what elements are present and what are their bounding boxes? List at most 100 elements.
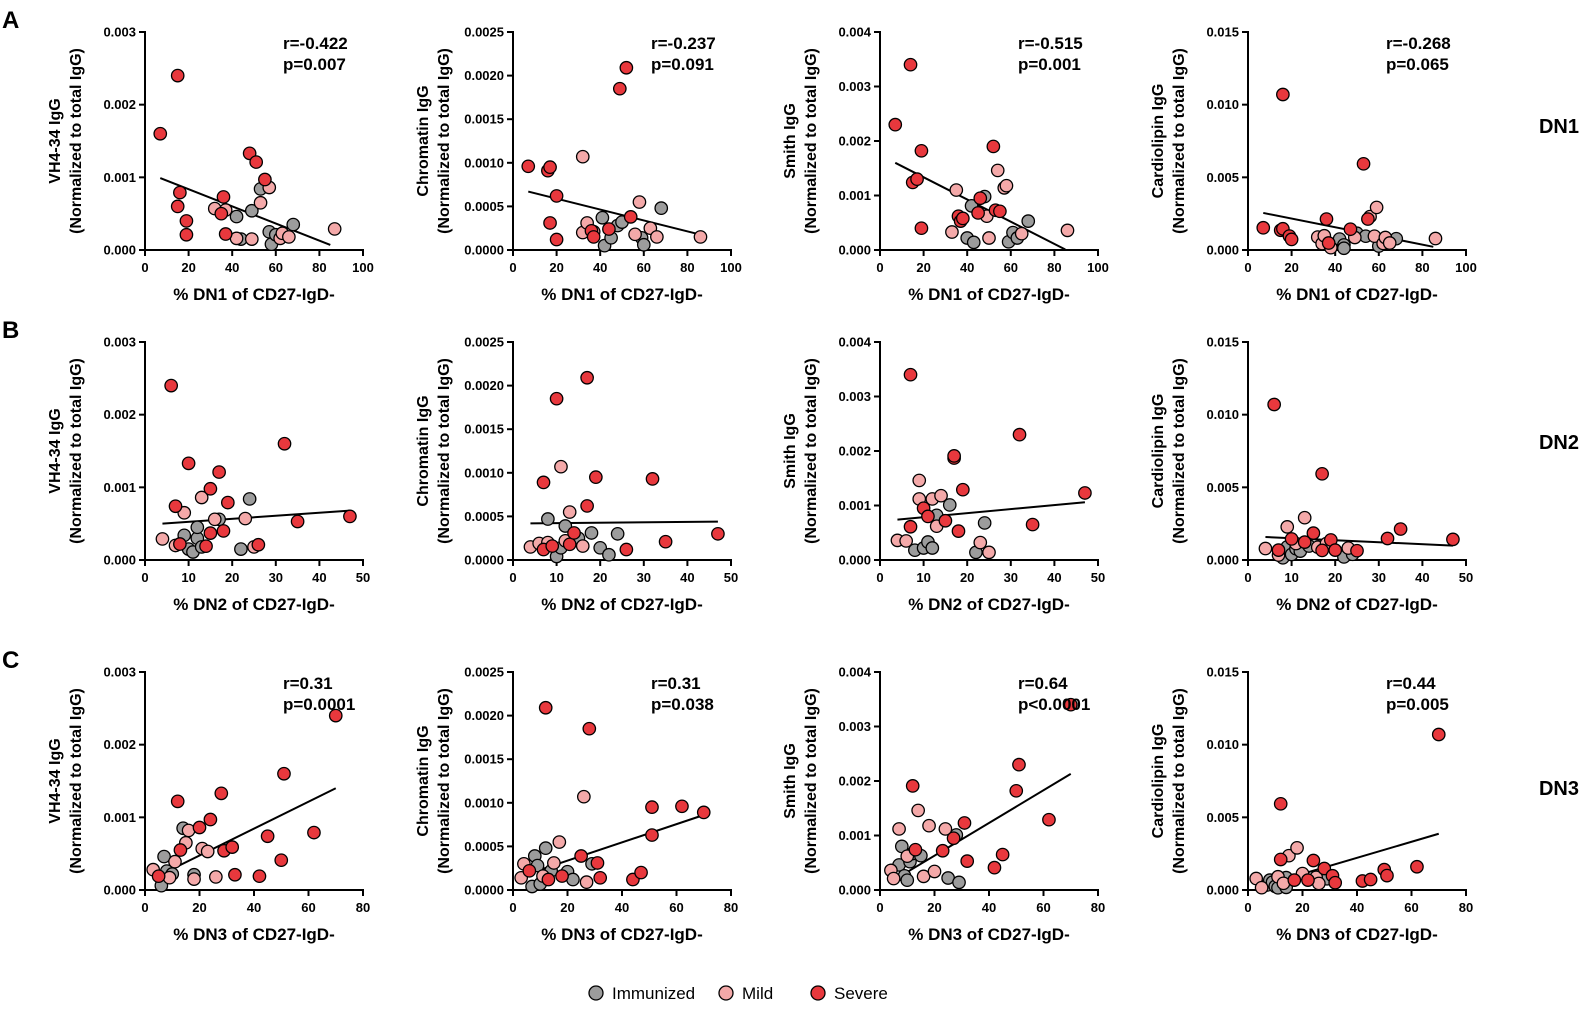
- data-point-mild: [200, 844, 215, 859]
- stat-r: r=-0.237: [651, 34, 716, 53]
- y-tick-label: 0.000: [103, 553, 136, 568]
- row-label-dn2: DN2: [1539, 432, 1579, 454]
- data-point-severe: [328, 708, 343, 723]
- data-point-severe: [168, 499, 183, 514]
- data-point-mild: [575, 149, 590, 164]
- x-tick-label: 40: [1415, 570, 1429, 585]
- y-tick-label: 0.000: [838, 883, 871, 898]
- data-point-mild: [194, 490, 209, 505]
- y-axis-label: Cardiolipin IgG: [1150, 84, 1167, 199]
- data-point-severe: [173, 843, 188, 857]
- y-axis-label: VH4-34 IgG: [47, 408, 64, 493]
- data-point-severe: [908, 842, 923, 857]
- y-tick-label: 0.003: [838, 79, 871, 94]
- x-tick-label: 40: [615, 900, 629, 915]
- y-tick-label: 0.0020: [464, 378, 504, 393]
- data-point-severe: [1380, 531, 1395, 546]
- y-tick-label: 0.0025: [464, 335, 504, 350]
- data-point-mild: [912, 473, 927, 488]
- y-tick-label: 0.010: [1206, 407, 1239, 422]
- panel-0-1: 0.0000 0.0005 0.0010 0.0015 0.0020 0.0025 0 20 4…: [415, 25, 742, 305]
- x-tick-label: 50: [1459, 570, 1473, 585]
- data-point-immunized: [602, 547, 616, 562]
- data-point-severe: [214, 206, 229, 221]
- y-axis-label-sub: (Normalized to total IgG): [436, 358, 453, 544]
- data-point-immunized: [977, 516, 992, 530]
- data-point-severe: [1284, 232, 1299, 247]
- data-point-severe: [181, 456, 196, 471]
- data-point-severe: [1343, 222, 1358, 237]
- data-point-severe: [580, 370, 594, 385]
- x-tick-label: 0: [1244, 900, 1251, 915]
- x-tick-label: 60: [269, 260, 283, 275]
- x-axis-label: % DN3 of CD27-IgD-: [541, 925, 703, 944]
- y-tick-label: 0.002: [838, 774, 871, 789]
- x-tick-label: 60: [669, 900, 683, 915]
- data-point-severe: [1363, 872, 1378, 887]
- data-point-severe: [192, 820, 207, 835]
- stat-r: r=0.31: [283, 674, 333, 693]
- data-point-immunized: [190, 520, 205, 535]
- data-point-mild: [927, 864, 942, 879]
- data-point-severe: [1328, 543, 1343, 557]
- data-point-severe: [619, 60, 634, 75]
- y-axis-label: VH4-34 IgG: [47, 738, 64, 823]
- x-tick-label: 20: [960, 570, 974, 585]
- data-point-severe: [971, 206, 985, 220]
- data-point-severe: [1078, 486, 1092, 500]
- data-point-severe: [562, 537, 577, 552]
- legend-marker-severe: [810, 985, 826, 1001]
- x-tick-label: 40: [680, 570, 694, 585]
- data-point-mild: [253, 195, 268, 210]
- x-tick-label: 20: [181, 260, 195, 275]
- data-point-severe: [258, 172, 272, 187]
- data-point-immunized: [157, 849, 171, 864]
- x-tick-label: 0: [509, 570, 516, 585]
- data-point-severe: [586, 230, 601, 244]
- data-point-severe: [1284, 532, 1299, 546]
- panel-letter-a: A: [2, 7, 19, 34]
- x-tick-label: 80: [312, 260, 326, 275]
- data-point-mild: [650, 230, 664, 244]
- data-point-severe: [995, 847, 1010, 862]
- x-tick-label: 0: [876, 900, 883, 915]
- y-tick-label: 0.004: [838, 665, 871, 680]
- y-axis-label: Smith IgG: [782, 743, 799, 819]
- data-point-severe: [218, 227, 233, 241]
- data-point-severe: [549, 232, 564, 247]
- row-label-dn3: DN3: [1539, 778, 1579, 800]
- x-tick-label: 40: [312, 570, 326, 585]
- data-point-immunized: [538, 841, 553, 855]
- stat-p: p=0.091: [651, 55, 714, 74]
- legend-label-severe: Severe: [834, 984, 888, 1003]
- data-point-severe: [522, 863, 537, 878]
- data-point-severe: [905, 779, 920, 793]
- panel-1-2: 0.000 0.001 0.002 0.003 0.004 0 10 20 30 40 50 % DN…: [782, 335, 1105, 615]
- y-axis-label-sub: (Normalized to total IgG): [803, 688, 820, 874]
- data-point-mild: [982, 545, 996, 560]
- x-axis-label: % DN3 of CD27-IgD-: [173, 925, 335, 944]
- data-point-severe: [1267, 397, 1282, 412]
- data-point-immunized: [925, 541, 940, 555]
- data-point-mild: [576, 789, 591, 804]
- stat-r: r=0.64: [1018, 674, 1068, 693]
- y-tick-label: 0.002: [838, 444, 871, 459]
- data-point-immunized: [654, 201, 669, 215]
- data-point-severe: [549, 189, 564, 203]
- data-point-immunized: [595, 210, 610, 225]
- panel-2-3: 0.000 0.005 0.010 0.015 0 20 40 60 80 % DN3 of CD…: [1150, 665, 1473, 945]
- x-tick-label: 80: [1459, 900, 1473, 915]
- stat-r: r=-0.515: [1018, 34, 1083, 53]
- data-point-severe: [153, 126, 168, 141]
- y-axis-label: Smith IgG: [782, 103, 799, 179]
- data-point-mild: [579, 875, 594, 890]
- data-point-mild: [244, 232, 259, 246]
- y-tick-label: 0.005: [1206, 170, 1239, 185]
- x-tick-label: 60: [301, 900, 315, 915]
- y-tick-label: 0.003: [838, 389, 871, 404]
- y-tick-label: 0.001: [838, 828, 871, 843]
- data-point-severe: [216, 524, 231, 538]
- y-tick-label: 0.000: [1206, 883, 1239, 898]
- x-tick-label: 80: [1047, 260, 1061, 275]
- data-point-mild: [886, 871, 901, 886]
